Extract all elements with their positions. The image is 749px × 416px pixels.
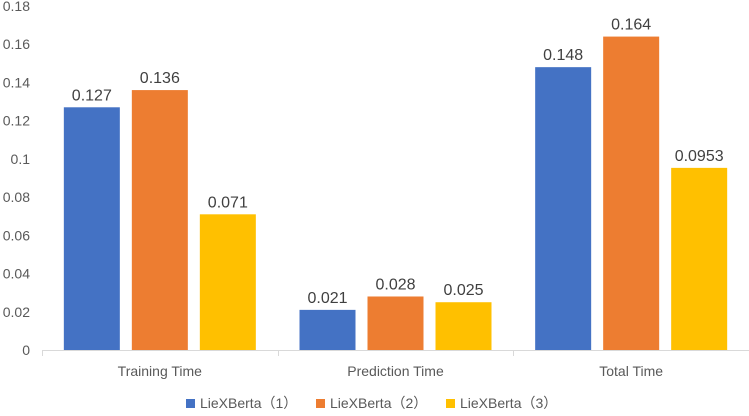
bar [299,309,356,350]
bar [435,302,492,350]
data-label: 0.148 [543,47,583,64]
y-tick-label: 0.16 [3,36,30,52]
y-tick-label: 0.06 [3,227,30,243]
data-label: 0.0953 [675,148,724,165]
bars [63,36,728,351]
data-label: 0.136 [140,70,180,87]
legend-label: LieXBerta（1） [200,395,297,411]
legend-swatch [316,399,325,408]
y-tick-label: 0.18 [3,0,30,14]
data-label: 0.164 [611,17,651,34]
y-tick-label: 0 [22,342,30,358]
bar [63,107,120,351]
legend-swatch [446,399,455,408]
y-tick-label: 0.14 [3,74,30,90]
data-label: 0.071 [208,194,248,211]
legend: LieXBerta（1） LieXBerta（2） LieXBerta（3） [186,395,557,411]
x-category-label: Prediction Time [347,363,444,379]
data-labels: 0.127 0.136 0.071 0.021 0.028 0.025 0.148 0.164… [72,17,724,307]
bar [131,90,188,350]
bar [603,36,660,350]
y-tick-label: 0.02 [3,304,30,320]
x-category-label: Training Time [118,363,203,379]
data-label: 0.025 [443,282,483,299]
y-tick-label: 0.04 [3,266,30,282]
legend-label: LieXBerta（2） [330,395,427,411]
bar [367,296,424,350]
y-axis: 0 0.02 0.04 0.06 0.08 0.1 0.12 0.14 0.16 0.18 [3,0,30,358]
y-tick-label: 0.12 [3,113,30,129]
data-label: 0.127 [72,87,112,104]
x-category-label: Total Time [599,363,663,379]
legend-label: LieXBerta（3） [460,395,557,411]
bar [199,214,256,350]
y-tick-label: 0.08 [3,189,30,205]
bar [535,67,592,351]
bar [671,167,728,350]
data-label: 0.028 [375,276,415,293]
x-axis: Training Time Prediction Time Total Time [42,350,749,379]
data-label: 0.021 [307,290,347,307]
y-tick-label: 0.1 [11,151,31,167]
legend-swatch [186,399,195,408]
